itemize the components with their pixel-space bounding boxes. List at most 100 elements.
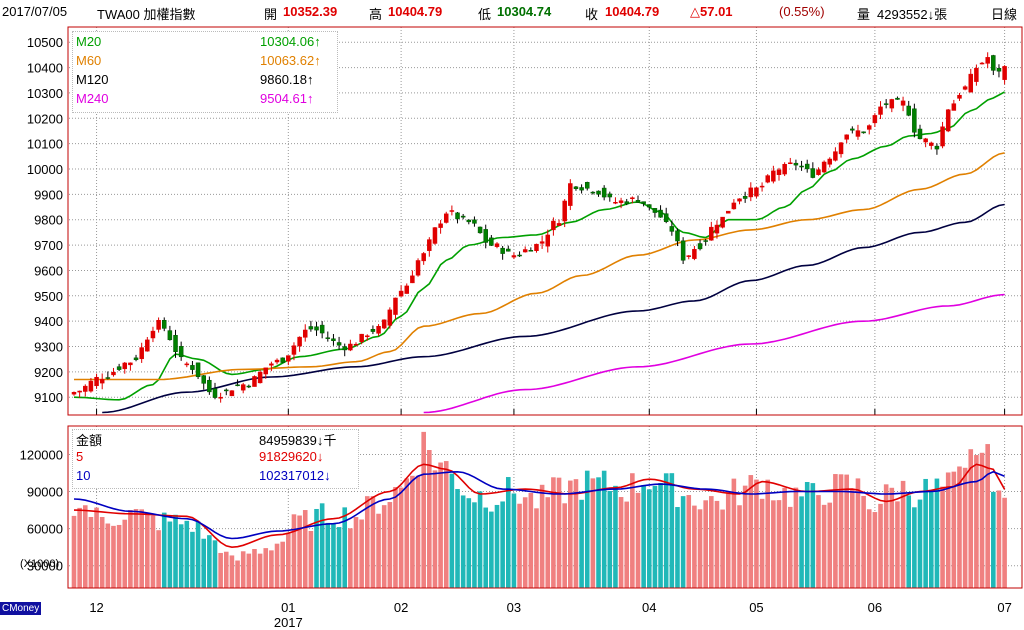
volume-bar [680,496,686,588]
candle-body [827,158,833,165]
volume-bar [646,489,652,588]
candle-body [861,131,866,134]
volume-bar [387,502,393,588]
candle-body [99,379,105,384]
volume-bar [844,474,849,588]
price-legend: M20 10304.06↑ M60 10063.62↑ M120 9860.18… [72,31,338,113]
period-label: 日線 [991,7,1018,22]
candle-body [754,187,759,197]
volume-bar [754,479,759,588]
candle-body [229,390,235,397]
candle-body [675,230,680,242]
candle-body [280,357,285,363]
legend-vol-ma5-name: 5 [76,449,84,464]
candle-body [150,330,156,339]
volume-bar [99,516,105,588]
volume-bar [596,477,601,588]
volume-bar [82,505,88,588]
candle-body [804,163,810,170]
volume-bar [325,522,331,588]
volume-bar [393,486,398,588]
volume-bar [240,551,246,588]
legend-ma60-value: 10063.62↑ [260,53,321,68]
volume-bar [314,508,319,588]
ma20-line [73,91,1005,401]
price-tick-label: 9100 [34,390,63,405]
volume-bar [652,485,658,588]
candle-body [427,239,432,251]
candle-body [77,390,82,393]
volume-bar [658,483,663,588]
volume-bar [139,509,144,588]
candle-body [601,187,607,198]
price-tick-label: 10500 [27,35,63,50]
candle-body [607,193,613,198]
change-value: △57.01 [690,4,733,19]
volume-bar [810,483,816,588]
volume-bar [517,503,522,588]
volume-bar [263,548,269,588]
candle-body [201,375,206,384]
candle-body [692,249,697,259]
volume-bar [861,495,866,588]
legend-ma120-name: M120 [76,72,109,87]
volume-bar [866,509,872,588]
price-tick-label: 9500 [34,289,63,304]
volume-label: 量 [857,7,871,22]
price-tick-label: 10000 [27,162,63,177]
volume-bar [483,507,489,588]
volume-tick-label: 30000 [27,559,63,574]
volume-bars [71,431,1007,588]
candle-body [906,105,911,116]
moving-average-lines [73,91,1005,414]
candle-body [128,362,133,366]
candle-body [489,237,494,246]
candle-body [415,260,421,276]
volume-bar [725,491,731,588]
volume-bar [528,492,534,588]
axis-labels: 9100 9200 9300 9400 9500 9600 9700 9800 9900 1000… [20,35,1012,630]
candle-body [133,357,139,361]
volume-bar [534,508,539,588]
candle-body [111,371,116,376]
candle-body [742,196,748,199]
month-label: 04 [642,600,656,615]
candle-body [274,359,280,363]
candle-body [782,164,787,175]
volume-bar [122,519,128,588]
volume-bar [545,497,551,588]
candle-body [838,142,844,155]
candle-body [866,125,872,130]
candle-body [709,226,714,241]
price-panel-frame [67,26,1023,416]
candle-body [528,250,534,252]
candle-body [934,145,940,150]
volume-bar [128,510,133,588]
candle-body [731,202,737,210]
volume-bar [111,525,116,588]
volume-bar [404,478,410,588]
candle-body [940,126,945,147]
volume-bar [940,486,945,588]
candle-body [759,185,765,188]
candle-body [658,209,663,218]
volume-bar [601,470,607,588]
volume-bar [799,496,804,588]
volume-value: 4293552↓張 [877,7,948,22]
candle-body [116,366,122,370]
volume-bar [94,507,99,588]
candle-body [900,100,906,106]
price-tick-label: 9800 [34,213,63,228]
volume-bar [731,478,737,588]
legend-amount-name: 金額 [76,433,103,448]
candle-body [895,97,900,100]
volume-bar [229,555,235,588]
volume-bar [173,514,178,588]
volume-bar [331,523,336,588]
candle-body [466,219,472,223]
candle-body [663,213,669,222]
volume-bar [212,540,218,588]
volume-bar [765,479,771,588]
volume-bar [703,500,708,588]
quote-header: 2017/07/05 TWA00 加權指數 開 10352.39 高 10404… [0,0,1024,24]
